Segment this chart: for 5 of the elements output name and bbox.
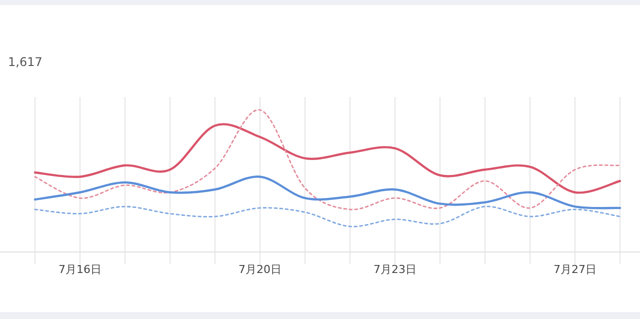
x-tick-label: 7月27日 <box>554 263 596 276</box>
x-tick-label: 7月16日 <box>58 263 102 276</box>
x-tick-label: 7月23日 <box>374 263 416 276</box>
text: 1,617 <box>8 55 42 69</box>
x-tick-label: 7月20日 <box>238 263 282 276</box>
